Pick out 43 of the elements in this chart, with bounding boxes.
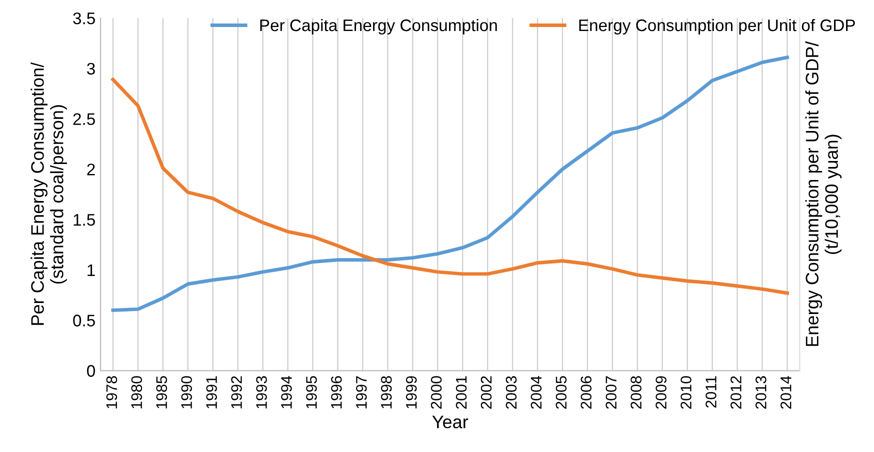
x-tick-label: 1999 bbox=[406, 376, 417, 408]
x-tick-label: 2014 bbox=[780, 376, 792, 409]
x-tick-label: 2009 bbox=[656, 376, 666, 409]
x-tick-label: 1992 bbox=[231, 376, 242, 408]
x-tick-label: 1995 bbox=[306, 376, 317, 408]
x-tick-label: 2000 bbox=[430, 376, 442, 409]
line-series bbox=[111, 56, 789, 312]
x-tick-label: 2013 bbox=[756, 376, 766, 409]
x-tick-label: 2001 bbox=[456, 376, 467, 409]
x-tick-label: 1978 bbox=[106, 376, 118, 408]
y-axis-title: Per Capita Energy Consumption/ (standard coal/person) bbox=[30, 62, 67, 325]
x-tick-label: 2012 bbox=[730, 376, 742, 409]
line-series bbox=[111, 78, 789, 295]
y-tick-label: 0.5 bbox=[73, 314, 95, 326]
x-tick-label: 2005 bbox=[556, 376, 567, 409]
x-tick-label: 2008 bbox=[630, 376, 642, 409]
x-tick-label: 1991 bbox=[206, 376, 217, 408]
x-tick-label: 1997 bbox=[356, 376, 367, 408]
x-tick-label: 2010 bbox=[680, 376, 692, 409]
y-tick-label: 3 bbox=[87, 62, 95, 75]
y-tick-label: 3.5 bbox=[73, 12, 95, 24]
x-axis-title: Year bbox=[432, 416, 468, 428]
x-tick-label: 2011 bbox=[706, 376, 716, 408]
x-tick-label: 1998 bbox=[380, 376, 392, 408]
x-tick-label: 2002 bbox=[480, 376, 492, 409]
y-tick-label: 0 bbox=[87, 365, 95, 377]
x-tick-label: 1985 bbox=[156, 376, 168, 408]
legend-label: Energy Consumption per Unit of GDP bbox=[579, 18, 855, 35]
y-tick-label: 1 bbox=[88, 264, 95, 276]
x-tick-label: 1993 bbox=[256, 376, 267, 408]
x-tick-label: 1990 bbox=[181, 376, 192, 408]
x-tick-label: 1994 bbox=[281, 376, 292, 408]
y-tick-label: 1.5 bbox=[74, 214, 95, 226]
x-tick-label: 1996 bbox=[331, 376, 342, 408]
x-tick-label: 1980 bbox=[131, 376, 142, 408]
y2-axis-title: Energy Consumption per Unit of GDP/ (t/10,000 yuan) bbox=[805, 41, 842, 346]
x-tick-label: 2006 bbox=[580, 376, 592, 409]
x-tick-label: 2004 bbox=[530, 376, 542, 409]
y-tick-label: 2.5 bbox=[73, 113, 95, 126]
legend-label: Per Capita Energy Consumption bbox=[260, 18, 497, 35]
x-tick-label: 2003 bbox=[506, 376, 517, 409]
x-tick-label: 2007 bbox=[606, 376, 617, 409]
y-tick-label: 2 bbox=[87, 164, 95, 176]
